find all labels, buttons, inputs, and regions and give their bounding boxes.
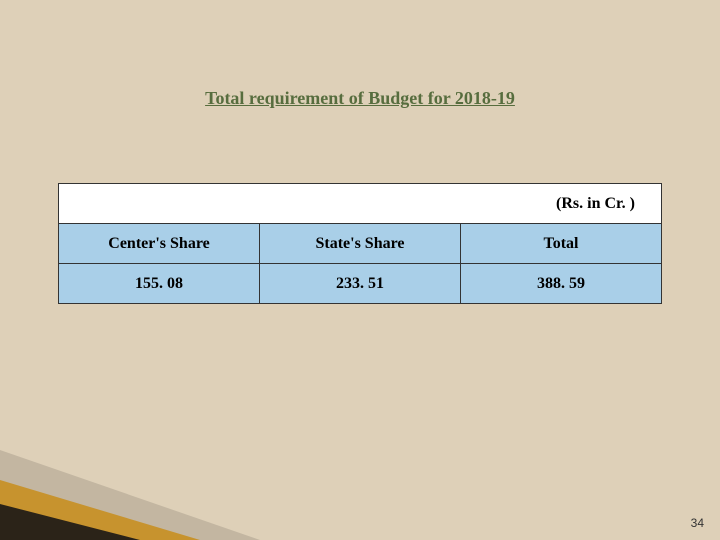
budget-table-container: (Rs. in Cr. ) Center's Share State's Sha…: [58, 183, 662, 304]
page-number: 34: [691, 516, 704, 530]
decor-wedge-dark: [0, 504, 140, 540]
budget-table: (Rs. in Cr. ) Center's Share State's Sha…: [58, 183, 662, 304]
col-header-total: Total: [461, 224, 662, 264]
slide: Total requirement of Budget for 2018-19 …: [0, 0, 720, 540]
slide-title: Total requirement of Budget for 2018-19: [205, 88, 515, 109]
cell-center-value: 155. 08: [59, 264, 260, 304]
col-header-center: Center's Share: [59, 224, 260, 264]
col-header-state: State's Share: [260, 224, 461, 264]
data-row: 155. 08 233. 51 388. 59: [59, 264, 662, 304]
cell-state-value: 233. 51: [260, 264, 461, 304]
header-row: Center's Share State's Share Total: [59, 224, 662, 264]
unit-row: (Rs. in Cr. ): [59, 184, 662, 224]
cell-total-value: 388. 59: [461, 264, 662, 304]
unit-label: (Rs. in Cr. ): [59, 184, 662, 224]
